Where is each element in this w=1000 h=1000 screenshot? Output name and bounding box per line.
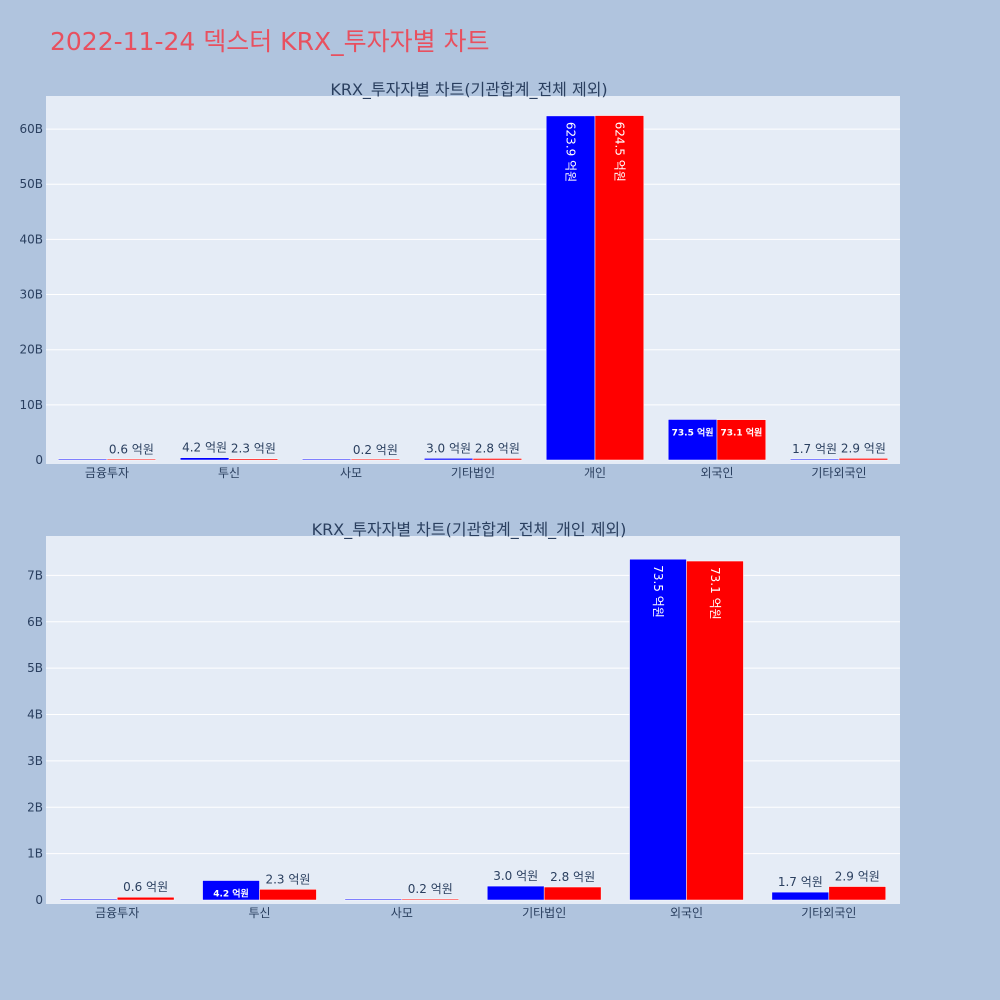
y-tick-label: 3B xyxy=(27,754,43,768)
data-label: 1.7 억원 xyxy=(792,442,837,456)
data-label: 73.1 억원 xyxy=(720,427,762,439)
x-tick-label: 기타법인 xyxy=(451,466,495,480)
y-tick-label: 1B xyxy=(27,847,43,861)
y-tick-label: 0 xyxy=(35,893,43,907)
bar xyxy=(350,458,401,461)
plot-background xyxy=(46,536,900,904)
y-tick-label: 40B xyxy=(19,232,43,246)
plot-background xyxy=(46,96,900,464)
data-label: 0.6 억원 xyxy=(109,443,154,457)
x-tick-label: 외국인 xyxy=(700,466,733,480)
bar xyxy=(789,458,840,461)
bar xyxy=(57,458,108,461)
x-tick-label: 사모 xyxy=(340,466,362,480)
data-label: 73.5 억원 xyxy=(651,565,665,618)
bar xyxy=(472,458,523,461)
x-tick-label: 기타외국인 xyxy=(811,466,866,480)
data-label: 1.7 억원 xyxy=(778,875,823,889)
x-tick-label: 투신 xyxy=(248,906,270,920)
y-tick-label: 50B xyxy=(19,177,43,191)
bar xyxy=(686,560,744,901)
bar xyxy=(629,558,687,901)
data-label: 2.9 억원 xyxy=(835,870,880,884)
x-tick-label: 기타외국인 xyxy=(801,906,856,920)
data-label: 623.9 억원 xyxy=(564,122,578,182)
y-tick-label: 4B xyxy=(27,708,43,722)
y-tick-label: 6B xyxy=(27,615,43,629)
data-label: 0.2 억원 xyxy=(408,882,453,896)
y-tick-label: 7B xyxy=(27,568,43,582)
bar xyxy=(301,458,352,461)
bar xyxy=(344,898,403,901)
page-title: 2022-11-24 덱스터 KRX_투자자별 차트 xyxy=(50,27,490,56)
bar xyxy=(667,419,718,461)
data-label: 624.5 억원 xyxy=(612,122,626,182)
data-label: 2.3 억원 xyxy=(231,442,276,456)
x-tick-label: 외국인 xyxy=(670,906,703,920)
data-label: 2.8 억원 xyxy=(475,441,520,455)
bar xyxy=(838,458,889,461)
bar xyxy=(594,115,645,461)
data-label: 73.5 억원 xyxy=(672,426,714,438)
chart-title: KRX_투자자별 차트(기관합계_전체 제외) xyxy=(330,80,607,100)
y-tick-label: 10B xyxy=(19,398,43,412)
y-tick-label: 0 xyxy=(35,453,43,467)
y-tick-label: 20B xyxy=(19,343,43,357)
data-label: 4.2 억원 xyxy=(213,888,249,900)
y-tick-label: 30B xyxy=(19,288,43,302)
bar xyxy=(486,885,545,901)
x-tick-label: 금융투자 xyxy=(85,466,129,480)
bar xyxy=(543,886,602,901)
y-tick-label: 60B xyxy=(19,122,43,136)
bar xyxy=(106,458,157,461)
bar xyxy=(401,898,460,901)
x-tick-label: 사모 xyxy=(391,906,413,920)
y-tick-label: 5B xyxy=(27,661,43,675)
bar xyxy=(179,457,230,461)
data-label: 3.0 억원 xyxy=(493,869,538,883)
y-tick-label: 2B xyxy=(27,800,43,814)
bar xyxy=(771,891,830,901)
bar xyxy=(59,898,118,901)
x-tick-label: 개인 xyxy=(584,466,606,480)
chart-title: KRX_투자자별 차트(기관합계_전체_개인 제외) xyxy=(312,520,627,540)
data-label: 0.6 억원 xyxy=(123,880,168,894)
bar xyxy=(423,458,474,461)
bar xyxy=(116,896,175,901)
bar xyxy=(716,419,767,461)
data-label: 3.0 억원 xyxy=(426,441,471,455)
x-tick-label: 금융투자 xyxy=(95,906,139,920)
data-label: 4.2 억원 xyxy=(182,441,227,455)
data-label: 2.8 억원 xyxy=(550,870,595,884)
bar xyxy=(228,458,279,461)
data-label: 73.1 억원 xyxy=(708,567,722,620)
data-label: 2.9 억원 xyxy=(841,441,886,455)
x-tick-label: 기타법인 xyxy=(522,906,566,920)
bar xyxy=(828,886,887,901)
x-tick-label: 투신 xyxy=(218,466,240,480)
data-label: 2.3 억원 xyxy=(265,872,310,886)
data-label: 0.2 억원 xyxy=(353,443,398,457)
bar xyxy=(259,889,317,901)
